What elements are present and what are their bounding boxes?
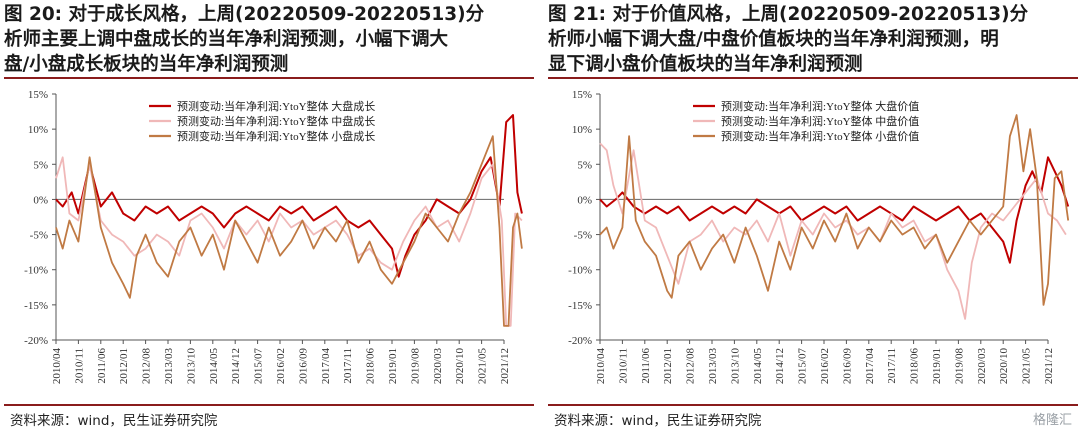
y-tick-label: -15% (568, 300, 592, 312)
x-tick-label: 2020/10 (454, 348, 466, 385)
x-tick-label: 2014/12 (774, 348, 786, 384)
x-tick-label: 2014/05 (752, 348, 764, 385)
title-line: 图 20: 对于成长风格，上周(20220509-20220513)分 (4, 4, 485, 25)
x-tick-label: 2018/06 (365, 348, 377, 385)
y-tick-label: -10% (568, 265, 592, 277)
x-tick-label: 2013/03 (707, 348, 719, 385)
y-tick-label: 15% (28, 89, 48, 101)
x-tick-label: 2019/08 (953, 348, 965, 385)
chart-title: 图 21: 对于价值风格，上周(20220509-20220513)分 析师小幅… (548, 2, 1078, 77)
x-tick-label: 2018/06 (909, 348, 921, 385)
series-line (55, 135, 523, 327)
title-line: 析师主要上调中盘成长的当年净利润预测，小幅下调大 (4, 29, 449, 50)
line-chart-growth: 15% 10% 5% 0% -5% -10% -15% -20%2010/04 2010/11 2… (24, 89, 523, 385)
y-tick-label: -20% (24, 335, 48, 347)
y-tick-label: -5% (574, 230, 592, 242)
source-note: 资料来源：wind，民生证券研究院 (10, 413, 218, 429)
chart-title: 图 20: 对于成长风格，上周(20220509-20220513)分 析师主要… (4, 2, 534, 77)
watermark-logo: 格隆汇 (1032, 413, 1072, 428)
chart-panel-right: 图 21: 对于价值风格，上周(20220509-20220513)分 析师小幅… (548, 0, 1078, 435)
source-note: 资料来源：wind，民生证券研究院 (554, 413, 762, 429)
series-line (599, 114, 1070, 306)
title-divider (4, 77, 534, 79)
x-tick-label: 2016/09 (841, 348, 853, 385)
x-tick-label: 2013/10 (729, 348, 741, 385)
x-tick-label: 2021/12 (499, 348, 511, 384)
x-tick-label: 2016/09 (297, 348, 309, 385)
x-tick-label: 2013/10 (185, 348, 197, 385)
x-tick-label: 2016/02 (275, 348, 287, 384)
x-tick-label: 2013/03 (163, 348, 175, 385)
y-tick-label: 15% (572, 89, 592, 101)
y-tick-label: -10% (24, 265, 48, 277)
y-tick-label: 10% (572, 124, 592, 136)
x-tick-label: 2019/01 (931, 348, 943, 384)
x-tick-label: 2011/06 (640, 348, 652, 384)
legend-label: 预测变动:当年净利润:YtoY整体 小盘价值 (721, 129, 919, 143)
x-tick-label: 2012/08 (685, 348, 697, 385)
x-tick-label: 2021/05 (477, 348, 489, 385)
title-divider (548, 77, 1078, 79)
source-divider (548, 404, 1078, 406)
y-tick-label: 0% (33, 194, 48, 206)
x-tick-label: 2021/05 (1021, 348, 1033, 385)
series-line (599, 156, 1070, 264)
x-tick-label: 2017/11 (342, 348, 354, 384)
x-tick-label: 2010/11 (617, 348, 629, 384)
legend-label: 预测变动:当年净利润:YtoY整体 中盘价值 (721, 114, 919, 128)
y-tick-label: 10% (28, 124, 48, 136)
title-line: 图 21: 对于价值风格，上周(20220509-20220513)分 (548, 4, 1029, 25)
x-tick-label: 2020/10 (998, 348, 1010, 385)
title-line: 显下调小盘价值板块的当年净利润预测 (548, 54, 863, 75)
x-tick-label: 2020/03 (432, 348, 444, 385)
x-tick-label: 2012/01 (118, 348, 130, 384)
x-tick-label: 2014/05 (208, 348, 220, 385)
x-tick-label: 2019/08 (409, 348, 421, 385)
y-tick-label: 5% (577, 159, 592, 171)
x-tick-label: 2010/04 (595, 348, 607, 385)
title-line: 析师小幅下调大盘/中盘价值板块的当年净利润预测，明 (548, 29, 999, 50)
x-tick-label: 2021/12 (1043, 348, 1055, 384)
y-tick-label: -5% (30, 230, 48, 242)
legend-label: 预测变动:当年净利润:YtoY整体 中盘成长 (177, 114, 375, 128)
legend-label: 预测变动:当年净利润:YtoY整体 小盘成长 (177, 129, 375, 143)
x-tick-label: 2015/07 (253, 348, 265, 385)
x-tick-label: 2017/11 (886, 348, 898, 384)
x-tick-label: 2015/07 (797, 348, 809, 385)
x-tick-label: 2016/02 (819, 348, 831, 384)
y-tick-label: -20% (568, 335, 592, 347)
x-tick-label: 2011/06 (96, 348, 108, 384)
x-tick-label: 2014/12 (230, 348, 242, 384)
x-tick-label: 2017/04 (864, 348, 876, 385)
y-tick-label: 5% (33, 159, 48, 171)
y-tick-label: 0% (577, 194, 592, 206)
x-tick-label: 2012/01 (662, 348, 674, 384)
series-line (55, 114, 523, 278)
title-line: 盘/小盘成长板块的当年净利润预测 (4, 54, 289, 75)
x-tick-label: 2020/03 (976, 348, 988, 385)
x-tick-label: 2017/04 (320, 348, 332, 385)
chart-panel-left: 图 20: 对于成长风格，上周(20220509-20220513)分 析师主要… (4, 0, 534, 435)
x-tick-label: 2012/08 (141, 348, 153, 385)
x-tick-label: 2010/04 (51, 348, 63, 385)
series-line (55, 156, 523, 327)
source-divider (4, 404, 534, 406)
x-tick-label: 2019/01 (387, 348, 399, 384)
y-tick-label: -15% (24, 300, 48, 312)
legend-label: 预测变动:当年净利润:YtoY整体 大盘成长 (177, 99, 375, 113)
legend-label: 预测变动:当年净利润:YtoY整体 大盘价值 (721, 99, 919, 113)
x-tick-label: 2010/11 (73, 348, 85, 384)
series-line (599, 142, 1067, 320)
line-chart-value: 15% 10% 5% 0% -5% -10% -15% -20%2010/04 2010/11 2… (568, 89, 1070, 385)
